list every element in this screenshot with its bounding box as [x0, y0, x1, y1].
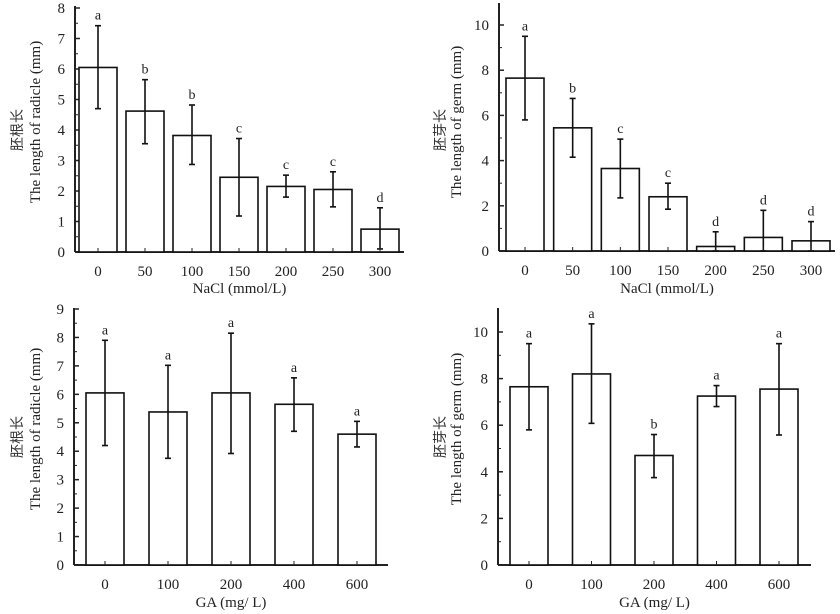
y-tick-label: 9 — [57, 302, 65, 318]
x-tick-label: 200 — [220, 577, 243, 593]
significance-label: a — [228, 316, 235, 331]
x-tick-label: 50 — [565, 263, 580, 279]
y-tick-label: 8 — [57, 330, 65, 346]
significance-label: a — [165, 348, 172, 363]
x-tick-label: 600 — [346, 577, 369, 593]
significance-label: a — [776, 327, 783, 342]
significance-label: b — [569, 81, 576, 96]
x-axis-title: NaCl (mmol/L) — [620, 281, 714, 297]
y-axis-title: The length of germ (mm) — [449, 353, 465, 505]
y-tick-label: 2 — [482, 199, 490, 215]
x-tick-label: 250 — [322, 264, 345, 280]
significance-label: c — [236, 122, 242, 137]
y-tick-label: 6 — [482, 108, 490, 124]
significance-label: a — [102, 323, 109, 338]
y-tick-label: 0 — [57, 558, 65, 574]
y-tick-label: 0 — [481, 558, 489, 574]
y-tick-label: 6 — [58, 62, 66, 78]
x-axis-title: NaCl (mmol/L) — [193, 281, 287, 297]
x-tick-label: 0 — [525, 577, 533, 593]
x-tick-label: 200 — [704, 263, 727, 279]
x-tick-label: 0 — [101, 577, 109, 593]
y-tick-label: 7 — [58, 32, 66, 48]
y-tick-label: 0 — [482, 244, 490, 260]
y-tick-label: 6 — [57, 387, 65, 403]
significance-label: b — [651, 418, 658, 433]
significance-label: a — [354, 404, 361, 419]
y-axis-title-cn: 胚芽长 — [433, 416, 449, 458]
y-tick-label: 7 — [57, 359, 65, 375]
y-tick-label: 4 — [57, 444, 65, 460]
x-tick-label: 250 — [752, 263, 775, 279]
significance-label: d — [760, 193, 767, 208]
x-tick-label: 100 — [181, 264, 204, 280]
significance-label: c — [283, 158, 289, 173]
chart-ga-radicle: 0 1 2 3 4 5 6 7 8 9 a 0 a 100 a 200 a 400 a 600 GA (mg/ L) 胚根… — [10, 302, 388, 611]
significance-label: c — [665, 166, 671, 181]
y-tick-label: 4 — [482, 154, 490, 170]
x-tick-label: 0 — [94, 264, 102, 280]
y-tick-label: 8 — [482, 63, 490, 79]
y-axis-title: The length of radicle (mm) — [28, 41, 44, 203]
y-tick-label: 2 — [481, 511, 489, 527]
significance-label: b — [142, 63, 149, 78]
y-tick-label: 4 — [481, 465, 489, 481]
significance-label: a — [95, 9, 102, 24]
y-axis-title-cn: 胚根长 — [10, 109, 26, 151]
y-tick-label: 1 — [57, 530, 65, 546]
chart-nacl-germ: 0 2 4 6 8 10 a 0 b 50 c 100 c 150 d 200 d 250 d 300 NaCl (mm… — [433, 3, 835, 297]
x-tick-label: 600 — [768, 577, 791, 593]
significance-label: c — [617, 122, 623, 137]
x-tick-label: 400 — [705, 577, 728, 593]
x-tick-label: 300 — [800, 263, 823, 279]
x-tick-label: 100 — [580, 577, 603, 593]
x-axis-title: GA (mg/ L) — [619, 595, 690, 611]
y-tick-label: 5 — [58, 93, 66, 109]
bar — [696, 395, 737, 566]
chart-nacl-radicle: 0 1 2 3 4 5 6 7 8 a 0 b 50 b 100 c 150 c 200 c 250 d 300 NaCl (… — [10, 1, 404, 297]
y-tick-label: 2 — [58, 184, 66, 200]
significance-label: a — [713, 369, 720, 384]
x-tick-label: 400 — [283, 577, 306, 593]
y-tick-label: 1 — [58, 215, 66, 231]
y-axis-title: The length of germ (mm) — [449, 46, 465, 198]
x-tick-label: 200 — [275, 264, 298, 280]
significance-label: c — [330, 155, 336, 170]
significance-label: a — [526, 327, 533, 342]
y-axis-title-cn: 胚根长 — [10, 416, 26, 458]
x-tick-label: 150 — [657, 263, 680, 279]
x-axis-title: GA (mg/ L) — [196, 595, 267, 611]
y-tick-label: 10 — [474, 18, 489, 34]
bar — [337, 433, 377, 566]
y-tick-label: 5 — [57, 416, 65, 432]
significance-label: b — [189, 88, 196, 103]
y-tick-label: 3 — [57, 473, 65, 489]
significance-label: a — [291, 361, 298, 376]
y-tick-label: 8 — [58, 1, 66, 17]
y-tick-label: 0 — [58, 245, 66, 261]
y-tick-label: 8 — [481, 372, 489, 388]
x-tick-label: 150 — [228, 264, 251, 280]
x-tick-label: 50 — [138, 264, 153, 280]
y-axis-title: The length of radicle (mm) — [28, 348, 44, 510]
significance-label: d — [712, 215, 719, 230]
y-tick-label: 6 — [481, 418, 489, 434]
x-tick-label: 100 — [157, 577, 180, 593]
y-tick-label: 10 — [473, 325, 488, 341]
x-tick-label: 100 — [609, 263, 632, 279]
significance-label: a — [522, 19, 529, 34]
significance-label: a — [588, 307, 595, 322]
y-tick-label: 2 — [57, 501, 65, 517]
y-axis-title-cn: 胚芽长 — [433, 109, 449, 151]
y-tick-label: 4 — [58, 123, 66, 139]
chart-ga-germ: 0 2 4 6 8 10 a 0 a 100 b 200 a 400 a 600 GA (mg/ L) 胚芽长 Th… — [433, 307, 811, 611]
x-tick-label: 300 — [369, 264, 392, 280]
significance-label: d — [808, 205, 815, 220]
significance-label: d — [377, 191, 384, 206]
y-tick-label: 3 — [58, 154, 66, 170]
x-tick-label: 200 — [643, 577, 666, 593]
x-tick-label: 0 — [521, 263, 529, 279]
